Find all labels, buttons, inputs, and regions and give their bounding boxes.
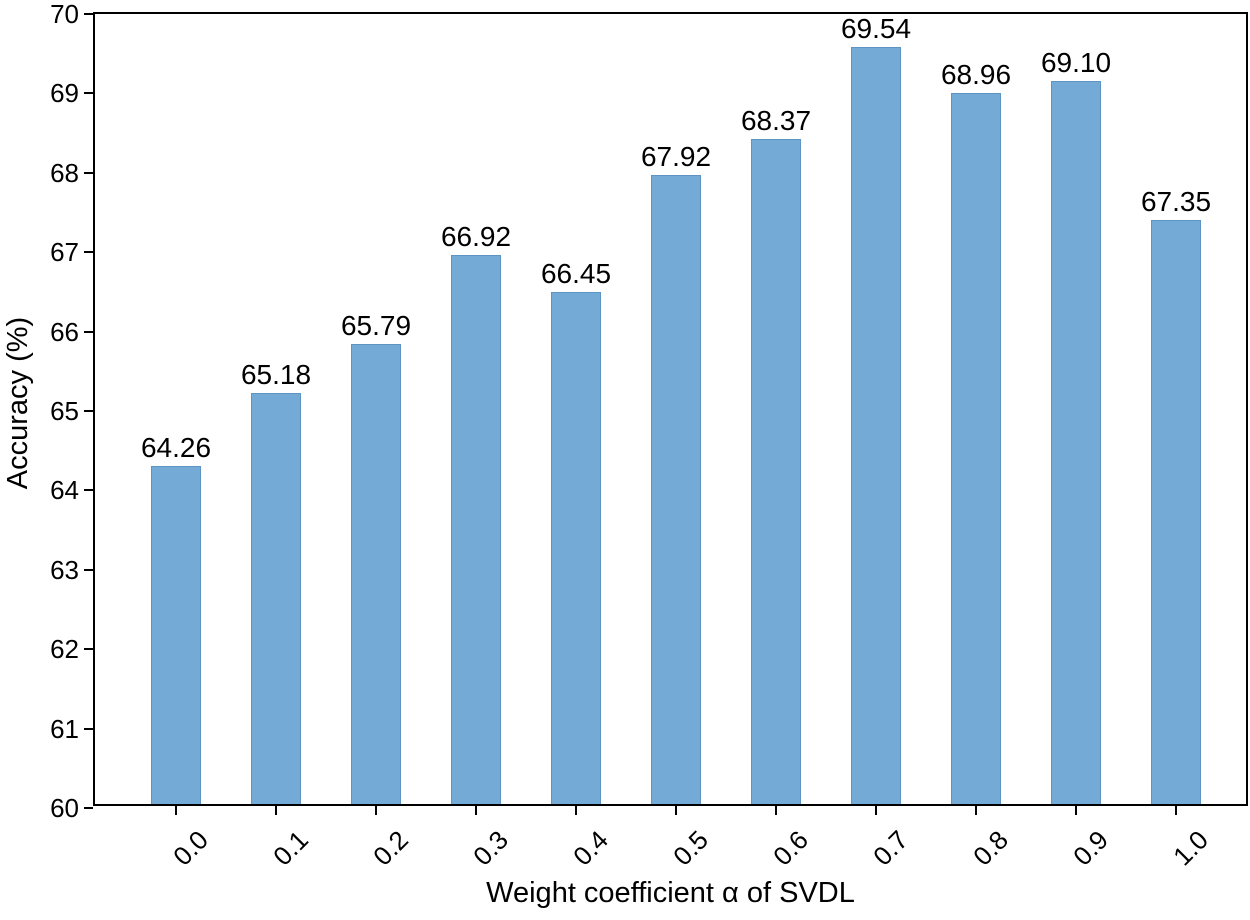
x-axis-tick (775, 806, 777, 815)
y-axis-tick-label: 69 (50, 78, 79, 109)
x-axis-tick (675, 806, 677, 815)
bar (351, 344, 401, 804)
y-axis-tick (84, 92, 93, 95)
y-axis-tick (84, 330, 93, 333)
bar (651, 175, 701, 804)
bar (1051, 81, 1101, 804)
bar-value-label: 68.37 (740, 105, 812, 137)
x-axis-tick-label: 0.5 (667, 824, 714, 872)
y-axis-tick-label: 61 (50, 713, 79, 744)
y-axis-tick (84, 568, 93, 571)
x-axis-tick (375, 806, 377, 815)
x-axis-tick-label: 0.3 (467, 824, 514, 872)
x-axis-tick (275, 806, 277, 815)
x-axis-label: Weight coefficient α of SVDL (486, 877, 855, 909)
x-axis-tick-label: 0.6 (767, 824, 814, 872)
y-axis-tick (84, 489, 93, 492)
y-axis-tick-label: 68 (50, 157, 79, 188)
y-axis-tick-label: 66 (50, 316, 79, 347)
bar (251, 392, 301, 804)
x-axis-tick-label: 0.2 (367, 824, 414, 872)
y-axis-tick-label: 62 (50, 634, 79, 665)
y-axis-tick-label: 70 (50, 0, 79, 29)
bar (851, 46, 901, 804)
y-axis-tick (84, 807, 93, 809)
bar-value-label: 64.26 (140, 431, 212, 463)
x-axis-tick (175, 806, 177, 815)
x-axis-tick-label: 0.9 (1067, 824, 1114, 872)
y-axis-tick (84, 171, 93, 174)
x-axis-tick-label: 0.7 (867, 824, 914, 872)
bar (451, 254, 501, 804)
bar-value-label: 66.92 (440, 220, 512, 252)
bar (751, 139, 801, 804)
bar-value-label: 67.35 (1140, 186, 1212, 218)
x-axis-tick (875, 806, 877, 815)
y-axis-label: Accuracy (%) (2, 316, 35, 490)
bar-value-label: 69.54 (840, 12, 912, 44)
y-axis-tick (84, 648, 93, 651)
y-axis-tick-label: 64 (50, 475, 79, 506)
bar-value-label: 69.10 (1040, 47, 1112, 79)
y-axis-tick-label: 67 (50, 237, 79, 268)
y-axis-tick (84, 410, 93, 412)
bar (151, 465, 201, 804)
y-axis-tick-label: 65 (50, 396, 79, 426)
x-axis-tick-label: 0.8 (967, 824, 1014, 872)
bar (951, 92, 1001, 804)
x-axis-tick (975, 806, 977, 815)
y-axis-tick-label: 60 (50, 793, 79, 823)
x-axis-tick-label: 0.4 (567, 824, 614, 872)
x-axis-tick-label: 0.1 (267, 824, 314, 872)
y-axis-tick-label: 63 (50, 554, 79, 585)
x-axis-tick-label: 0.0 (167, 824, 214, 872)
bar-value-label: 65.79 (340, 310, 412, 342)
bar-value-label: 65.18 (240, 358, 312, 390)
x-axis-tick (475, 806, 477, 815)
x-axis-tick-label: 1.0 (1167, 824, 1214, 872)
bar-value-label: 67.92 (640, 141, 712, 173)
bar-value-label: 68.96 (940, 58, 1012, 90)
bar-value-label: 66.45 (540, 258, 612, 290)
bar (1151, 220, 1201, 804)
y-axis-tick (84, 251, 93, 254)
plot-area: 60 61 62 63 64 65 66 67 68 69 70 64.26 0.0 65.18 0.1 65… (50, 1, 1248, 871)
y-axis-tick (84, 13, 93, 15)
x-axis-tick (1075, 806, 1077, 815)
x-axis-tick (1175, 806, 1177, 815)
bar (551, 291, 601, 804)
y-axis-tick (84, 727, 93, 730)
x-axis-tick (575, 806, 577, 815)
